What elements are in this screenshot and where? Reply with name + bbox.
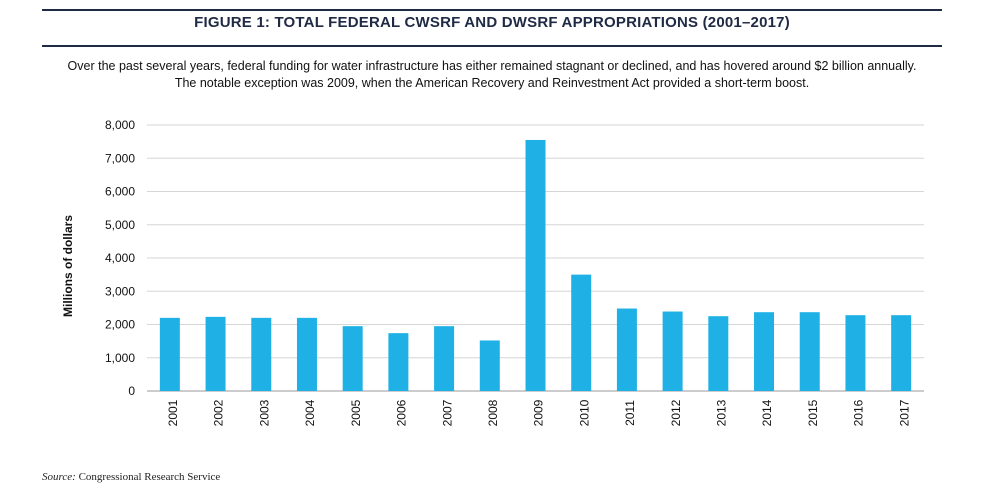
y-tick-label: 4,000 <box>105 251 135 265</box>
bar-2002 <box>205 316 226 391</box>
bar-2016 <box>845 315 866 391</box>
source-note: Source: Congressional Research Service <box>42 471 220 483</box>
title-underline <box>42 45 942 47</box>
y-tick-label: 8,000 <box>105 118 135 132</box>
x-tick-label: 2006 <box>395 399 409 426</box>
y-tick-label: 5,000 <box>105 218 135 232</box>
x-tick-label: 2004 <box>303 399 317 426</box>
subtitle-line-1: Over the past several years, federal fun… <box>67 59 917 73</box>
bar-2013 <box>708 316 729 391</box>
x-tick-label: 2007 <box>440 399 454 426</box>
bar-2008 <box>479 340 500 391</box>
bar-2015 <box>799 312 820 391</box>
bar-2007 <box>434 326 455 391</box>
x-tick-label: 2014 <box>760 399 774 426</box>
x-tick-label: 2011 <box>623 400 637 426</box>
x-tick-label: 2001 <box>166 399 180 426</box>
y-axis-ticks: 0 1,000 2,000 3,000 4,000 5,000 6,000 7,000 8,00… <box>105 118 135 398</box>
x-tick-label: 2005 <box>349 399 363 426</box>
x-tick-label: 2002 <box>212 399 226 426</box>
x-tick-label: 2009 <box>532 399 546 426</box>
y-tick-label: 2,000 <box>105 318 135 332</box>
x-tick-label: 2016 <box>852 399 866 426</box>
x-tick-label: 2010 <box>577 399 591 426</box>
y-tick-label: 0 <box>128 384 135 398</box>
bar-2003 <box>251 317 272 391</box>
x-tick-label: 2017 <box>897 399 911 426</box>
source-label: Source: <box>42 471 76 483</box>
y-axis-label: Millions of dollars <box>61 215 75 317</box>
bar-2001 <box>159 317 180 391</box>
x-tick-label: 2012 <box>669 399 683 426</box>
source-text: Congressional Research Service <box>78 471 221 483</box>
x-tick-label: 2003 <box>257 399 271 426</box>
bars <box>159 139 912 391</box>
bar-2009 <box>525 139 546 391</box>
top-rule <box>42 9 942 11</box>
y-tick-label: 3,000 <box>105 284 135 298</box>
bar-2017 <box>891 315 912 391</box>
x-axis-ticks: 2001 2002 2003 2004 2005 2006 2007 2008 2009 2010… <box>166 399 911 426</box>
x-tick-label: 2013 <box>714 399 728 426</box>
bar-2012 <box>662 311 683 391</box>
bar-2010 <box>571 274 592 391</box>
bar-2005 <box>342 326 363 391</box>
bar-2004 <box>296 317 317 391</box>
y-tick-label: 6,000 <box>105 185 135 199</box>
bar-2014 <box>754 312 775 391</box>
bar-2006 <box>388 333 409 391</box>
chart-title: FIGURE 1: TOTAL FEDERAL CWSRF AND DWSRF … <box>194 14 790 31</box>
chart-subtitle: Over the past several years, federal fun… <box>42 58 942 92</box>
x-tick-label: 2015 <box>806 399 820 426</box>
x-tick-label: 2008 <box>486 399 500 426</box>
subtitle-line-2: The notable exception was 2009, when the… <box>174 76 810 90</box>
y-tick-label: 7,000 <box>105 151 135 165</box>
bar-2011 <box>616 308 637 391</box>
y-tick-label: 1,000 <box>105 351 135 365</box>
